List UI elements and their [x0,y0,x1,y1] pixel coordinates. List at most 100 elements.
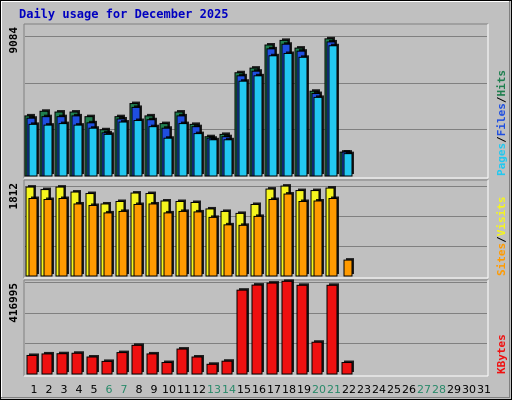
sites-bar-4 [73,201,84,277]
kbytes-bar-20 [311,340,324,375]
pages-bar-10 [163,136,174,177]
day-label-22: 22 [342,383,356,396]
sites-bar-7-face [118,210,128,277]
kbytes-bar-6 [101,359,114,375]
chart-title: Daily usage for December 2025 [19,7,229,21]
kbytes-bar-21 [326,283,339,375]
kbytes-bar-10-face [161,362,173,375]
kbytes-bar-3 [56,351,69,375]
day-label-16: 16 [252,383,266,396]
sites-bar-16-face [253,215,263,277]
sites-bar-20 [313,199,324,277]
kbytes-bar-2-face [41,353,53,375]
kbytes-bar-19-face [296,284,308,375]
pages-bar-2 [43,123,54,177]
day-label-7: 7 [121,383,128,396]
day-label-17: 17 [267,383,281,396]
kbytes-bar-21-face [326,284,338,375]
pages-bar-4 [73,123,84,177]
pages-bar-17-face [268,55,278,177]
day-label-2: 2 [46,383,53,396]
pages-bar-6 [103,132,114,177]
pages-bar-8-face [133,120,143,177]
day-label-14: 14 [222,383,236,396]
day-label-23: 23 [357,383,371,396]
sites-bar-12-face [193,211,203,277]
pages-bar-5-face [88,127,98,177]
sites-bar-15-face [238,224,248,277]
kbytes-bar-8 [131,343,144,375]
sites-bar-5 [88,203,99,277]
sites-bar-20-face [313,200,323,277]
kbytes-bar-1-face [26,354,38,375]
sites-bar-8 [133,202,144,277]
kbytes-bar-3-face [56,353,68,375]
kbytes-bar-20-face [311,341,323,375]
pages-bar-16 [253,73,264,177]
sites-bar-15 [238,223,249,277]
sites-bar-12 [193,209,204,277]
kbytes-bar-16-face [251,284,263,375]
sites-bar-22 [343,258,354,277]
kbytes-bar-12 [191,355,204,375]
pages-bar-1 [28,122,39,177]
kbytes-bar-14 [221,359,234,375]
kbytes-bar-22-face [341,362,353,375]
kbytes-bar-2 [41,351,54,375]
pages-bar-15-face [238,80,248,177]
pages-bar-17 [268,53,279,177]
sites-bar-9 [148,201,159,277]
pages-bar-9 [148,124,159,177]
kbytes-bar-11-face [176,348,188,375]
pages-bar-3 [58,121,69,177]
pages-bar-20-face [313,96,323,177]
day-label-9: 9 [151,383,158,396]
pages-bar-3-face [58,123,68,177]
pages-bar-21 [328,43,339,177]
day-label-5: 5 [91,383,98,396]
kbytes-bar-11 [176,347,189,375]
sites-bar-17 [268,197,279,277]
pages-bar-20 [313,95,324,177]
sites-bar-14-face [223,224,233,277]
pages-bar-12 [193,131,204,177]
pages-legend-label: Pages [495,143,508,176]
pages-bar-13 [208,137,219,177]
sites-bar-10-face [163,212,173,277]
day-label-13: 13 [207,383,221,396]
kbytes-bar-22 [341,360,354,375]
sites-bar-7 [118,209,129,277]
bevel-right [509,1,510,397]
hits-right-label: Pages/Files/Hits [495,70,508,176]
sites-bar-16 [253,214,264,277]
pages-bar-19 [298,55,309,177]
legend-separator: / [495,236,508,243]
pages-bar-18-face [283,52,293,177]
kbytes-bar-9 [146,351,159,375]
day-label-25: 25 [387,383,401,396]
sites-bar-1-face [28,198,38,277]
sites-bar-4-face [73,203,83,277]
bevel-left [1,1,2,397]
sites-bar-10 [163,210,174,277]
kbytes-bar-5-face [86,356,98,375]
pages-bar-18 [283,51,294,177]
kbytes-bar-8-face [131,344,143,375]
bevel-bottom [1,397,510,398]
sites-bar-21 [328,196,339,277]
sites-bar-3 [58,196,69,277]
day-label-6: 6 [106,383,113,396]
kbytes-bar-16 [251,283,264,375]
visits-legend-label: Visits [495,197,508,237]
sites-bar-13 [208,215,219,277]
sites-bar-6-face [103,212,113,277]
sites-bar-13-face [208,216,218,277]
sites-bar-19 [298,199,309,277]
sites-bar-18-face [283,193,293,277]
kbytes-bar-18 [281,279,294,375]
pages-bar-21-face [328,45,338,177]
pages-bar-6-face [103,133,113,177]
sites-legend-label: Sites [495,243,508,276]
day-label-29: 29 [447,383,461,396]
kbytes-bar-4-face [71,352,83,375]
